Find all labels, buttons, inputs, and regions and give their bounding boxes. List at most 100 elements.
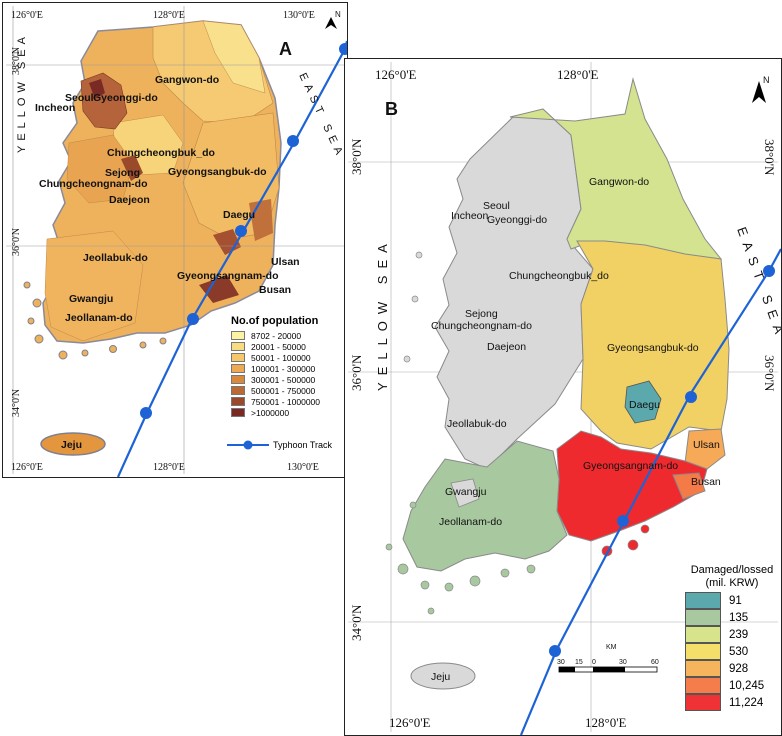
b-lon-128-top: 128°0'E xyxy=(557,67,599,82)
legend-a-item-4: 300001 - 500000 xyxy=(231,374,343,385)
typhoon-track-legend-label: Typhoon Track xyxy=(273,440,333,450)
b-label-busan: Busan xyxy=(691,476,721,488)
b-label-gyeongbuk: Gyeongsangbuk-do xyxy=(607,342,699,354)
b-lat-38-right: 38°0'N xyxy=(762,139,777,176)
b-label-ulsan: Ulsan xyxy=(693,439,720,451)
southwest-islands xyxy=(23,281,167,360)
a-lon-130-top: 130°0'E xyxy=(283,10,315,21)
legend-a-item-7: >1000000 xyxy=(231,407,343,418)
svg-text:N: N xyxy=(763,75,770,85)
jeolla-zone xyxy=(44,230,144,342)
b-label-jeju: Jeju xyxy=(431,671,450,683)
northeast-light-zone xyxy=(202,20,266,94)
region-jeollanam xyxy=(402,440,568,572)
a-lon-130-bottom: 130°0'E xyxy=(287,462,319,473)
a-lon-126-top: 126°0'E xyxy=(11,10,43,21)
panel-a-population-map: 126°0'E 128°0'E 130°0'E 126°0'E 128°0'E … xyxy=(2,2,348,478)
a-lon-126-bottom: 126°0'E xyxy=(11,462,43,473)
damage-legend: Damaged/lossed (mil. KRW) 91 135 239 530… xyxy=(685,564,779,711)
legend-b-item-5: 10,245 xyxy=(685,677,779,694)
a-label-incheon: Incheon xyxy=(35,102,75,114)
b-lon-128-bottom: 128°0'E xyxy=(585,715,627,730)
panel-b-letter: B xyxy=(385,99,398,119)
legend-a-item-2: 50001 - 100000 xyxy=(231,352,343,363)
legend-a-item-0: 8702 - 20000 xyxy=(231,330,343,341)
a-lat-38: 38°0'N xyxy=(11,47,22,75)
north-arrow-a: N xyxy=(325,10,341,29)
scale-bar: KM 30 15 0 30 60 xyxy=(557,644,659,673)
legend-b-swatch-4 xyxy=(685,660,721,677)
b-lat-38-left: 38°0'N xyxy=(349,138,364,175)
legend-a-swatch-1 xyxy=(231,342,245,351)
b-label-sejong: Sejong xyxy=(465,308,498,320)
b-label-gyeongnam: Gyeongsangnam-do xyxy=(583,460,678,472)
region-daegu xyxy=(624,380,662,424)
a-label-chungnam: Chungcheongnam-do xyxy=(39,178,148,190)
a-lat-36: 36°0'N xyxy=(11,228,22,256)
legend-a-swatch-2 xyxy=(231,353,245,362)
scale-unit: KM xyxy=(606,644,617,651)
a-label-gwangju: Gwangju xyxy=(69,293,113,305)
legend-a-swatch-0 xyxy=(231,331,245,340)
damage-map-svg: 126°0'E 128°0'E 126°0'E 128°0'E 38°0'N 3… xyxy=(348,62,781,735)
scale-tick-0: 30 xyxy=(557,659,565,666)
svg-text:N: N xyxy=(335,10,341,19)
region-ulsan xyxy=(684,428,726,470)
legend-b-swatch-0 xyxy=(685,592,721,609)
b-label-daegu: Daegu xyxy=(629,399,660,411)
a-label-daejeon: Daejeon xyxy=(109,194,150,206)
legend-b-swatch-1 xyxy=(685,609,721,626)
region-gyeongnam xyxy=(556,430,708,542)
b-lat-36-right: 36°0'N xyxy=(762,355,777,392)
b-lat-34-left: 34°0'N xyxy=(349,604,364,641)
legend-b-swatch-6 xyxy=(685,694,721,711)
panel-a-letter: A xyxy=(279,39,292,59)
a-label-busan: Busan xyxy=(259,284,291,296)
legend-a-swatch-6 xyxy=(231,397,245,406)
b-lon-126-top: 126°0'E xyxy=(375,67,417,82)
legend-a-item-1: 20001 - 50000 xyxy=(231,341,343,352)
a-label-chungbuk: Chungcheongbuk_do xyxy=(107,147,215,159)
region-gyeonggi-chungcheong xyxy=(434,108,594,470)
b-lon-126-bottom: 126°0'E xyxy=(389,715,431,730)
legend-a-swatch-4 xyxy=(231,375,245,384)
jeju-island xyxy=(40,432,106,456)
a-label-gyeonggi: Gyeonggi-do xyxy=(93,92,158,104)
b-label-seoul: Seoul xyxy=(483,200,510,212)
population-legend: No.of population 8702 - 20000 20001 - 50… xyxy=(231,315,343,418)
busan-dark-zone xyxy=(199,275,239,303)
north-arrow-b: N xyxy=(752,75,770,103)
a-label-jeollanam: Jeollanam-do xyxy=(65,312,133,324)
b-label-incheon: Incheon xyxy=(451,210,489,222)
a-east-sea-label: EAST SEA xyxy=(296,71,346,161)
legend-b-item-1: 135 xyxy=(685,609,779,626)
typhoon-track-legend-symbol xyxy=(227,440,269,450)
legend-b-swatch-3 xyxy=(685,643,721,660)
a-lon-128-bottom: 128°0'E xyxy=(153,462,185,473)
legend-b-swatch-5 xyxy=(685,677,721,694)
sejong-dark-zone xyxy=(121,155,143,181)
legend-a-item-3: 100001 - 300000 xyxy=(231,363,343,374)
panel-b-damage-map: 126°0'E 128°0'E 126°0'E 128°0'E 38°0'N 3… xyxy=(344,58,782,736)
seoul-core xyxy=(89,79,105,99)
region-jeju xyxy=(410,662,476,690)
scale-tick-1: 15 xyxy=(575,659,583,666)
scale-tick-4: 60 xyxy=(651,659,659,666)
b-label-chungbuk: Chungcheongbuk_do xyxy=(509,270,609,282)
southern-islands-b xyxy=(385,251,650,615)
a-lon-128-top: 128°0'E xyxy=(153,10,185,21)
b-label-jeollanam: Jeollanam-do xyxy=(439,516,502,528)
region-busan xyxy=(672,472,706,500)
population-legend-title: No.of population xyxy=(231,315,319,327)
a-label-jeju: Jeju xyxy=(61,439,82,451)
legend-b-item-3: 530 xyxy=(685,643,779,660)
a-label-seoul: Seoul xyxy=(65,92,94,104)
b-lat-36-left: 36°0'N xyxy=(349,354,364,391)
b-label-jeollabuk: Jeollabuk-do xyxy=(447,418,507,430)
legend-b-item-4: 928 xyxy=(685,660,779,677)
typhoon-track-legend: Typhoon Track xyxy=(227,439,332,451)
legend-b-item-2: 239 xyxy=(685,626,779,643)
b-label-gyeonggi: Gyeonggi-do xyxy=(487,214,547,226)
a-label-gyeongbuk: Gyeongsangbuk-do xyxy=(168,166,267,178)
damage-legend-title: Damaged/lossed (mil. KRW) xyxy=(690,564,774,589)
